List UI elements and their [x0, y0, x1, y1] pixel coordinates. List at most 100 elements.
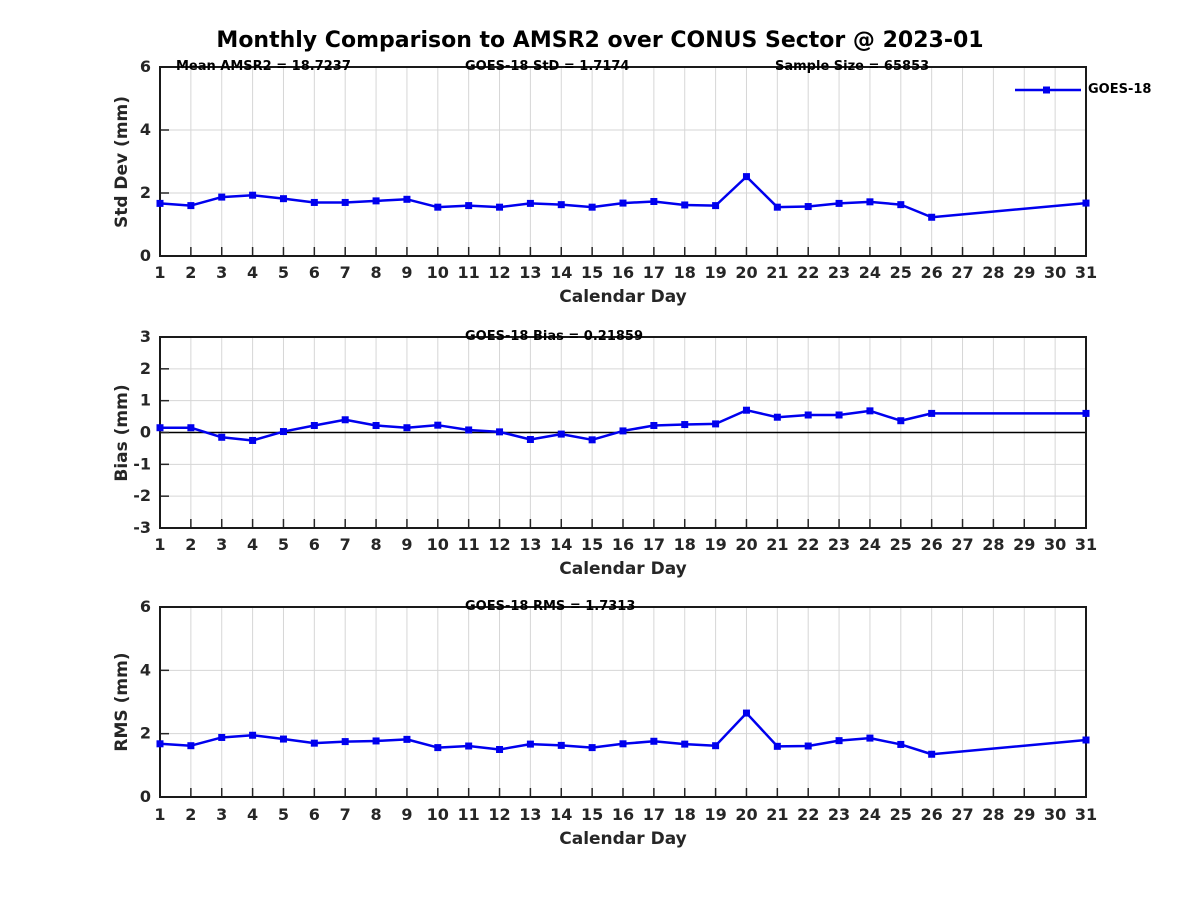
- plot-box: [159, 606, 1087, 798]
- data-point-marker: [218, 733, 226, 741]
- data-point-marker: [897, 201, 905, 209]
- svg-text:13: 13: [519, 805, 541, 824]
- svg-text:10: 10: [427, 535, 449, 554]
- data-point-marker: [897, 417, 905, 425]
- svg-text:0: 0: [140, 787, 151, 806]
- svg-text:28: 28: [982, 535, 1004, 554]
- svg-text:28: 28: [982, 805, 1004, 824]
- svg-text:15: 15: [581, 805, 603, 824]
- annotation-goes18-std: GOES-18 StD = 1.7174: [465, 59, 630, 74]
- data-point-marker: [156, 424, 164, 432]
- svg-text:12: 12: [488, 535, 510, 554]
- gridlines: [159, 66, 1087, 257]
- data-point-marker: [403, 424, 411, 432]
- data-point-marker: [835, 411, 843, 419]
- annotation-goes18-bias: GOES-18 Bias = 0.21859: [465, 329, 644, 344]
- svg-text:19: 19: [704, 535, 726, 554]
- data-point-marker: [526, 740, 534, 748]
- svg-text:18: 18: [674, 535, 696, 554]
- data-point-marker: [403, 735, 411, 743]
- data-point-marker: [341, 198, 349, 206]
- svg-text:1: 1: [140, 391, 151, 410]
- svg-text:21: 21: [766, 535, 788, 554]
- svg-text:12: 12: [488, 263, 510, 282]
- data-point-marker: [465, 742, 473, 750]
- svg-text:18: 18: [674, 263, 696, 282]
- svg-text:1: 1: [154, 805, 165, 824]
- svg-text:6: 6: [309, 263, 320, 282]
- data-point-marker: [187, 742, 195, 750]
- data-point-marker: [712, 202, 720, 210]
- svg-text:22: 22: [797, 535, 819, 554]
- data-point-marker: [681, 740, 689, 748]
- data-point-marker: [249, 436, 257, 444]
- data-point-marker: [866, 198, 874, 206]
- svg-text:8: 8: [370, 805, 381, 824]
- subplot-2: 1 2 3 4 5 6 7 8 9 10 11 12 13 14 15 16 17 18 19 20 21 22 23 24 2…: [133, 327, 1097, 554]
- data-point-marker: [218, 193, 226, 201]
- svg-text:6: 6: [140, 597, 151, 616]
- axis-tick-labels: 1 2 3 4 5 6 7 8 9 10 11 12 13 14 15 16 17 18 19 20 21 22 23 24 2…: [140, 57, 1097, 282]
- svg-text:6: 6: [140, 57, 151, 76]
- svg-text:25: 25: [890, 805, 912, 824]
- data-point-marker: [249, 731, 257, 739]
- svg-text:29: 29: [1013, 535, 1035, 554]
- axis-tick-labels: 1 2 3 4 5 6 7 8 9 10 11 12 13 14 15 16 17 18 19 20 21 22 23 24 2…: [140, 597, 1097, 824]
- svg-text:2: 2: [185, 263, 196, 282]
- svg-text:15: 15: [581, 535, 603, 554]
- svg-text:8: 8: [370, 263, 381, 282]
- ylabel-std-dev: Std Dev (mm): [112, 95, 132, 229]
- legend: GOES-18: [1015, 82, 1151, 97]
- svg-text:22: 22: [797, 805, 819, 824]
- svg-text:3: 3: [216, 263, 227, 282]
- tick-marks: [159, 606, 1087, 798]
- svg-text:17: 17: [643, 535, 665, 554]
- data-point-marker: [279, 735, 287, 743]
- data-point-marker: [557, 741, 565, 749]
- svg-text:24: 24: [859, 805, 881, 824]
- data-point-marker: [156, 199, 164, 207]
- svg-text:9: 9: [401, 805, 412, 824]
- svg-text:20: 20: [735, 263, 757, 282]
- data-point-marker: [588, 203, 596, 211]
- data-point-marker: [650, 198, 658, 206]
- svg-text:17: 17: [643, 805, 665, 824]
- svg-text:26: 26: [921, 805, 943, 824]
- data-point-marker: [187, 424, 195, 432]
- svg-text:22: 22: [797, 263, 819, 282]
- data-point-marker: [1082, 736, 1090, 744]
- svg-text:30: 30: [1044, 535, 1066, 554]
- svg-text:20: 20: [735, 535, 757, 554]
- svg-text:4: 4: [140, 120, 151, 139]
- data-point-marker: [928, 213, 936, 221]
- svg-text:12: 12: [488, 805, 510, 824]
- svg-text:28: 28: [982, 263, 1004, 282]
- tick-marks: [159, 336, 1087, 529]
- data-point-marker: [619, 740, 627, 748]
- data-point-marker: [650, 737, 658, 745]
- data-point-marker: [526, 436, 534, 444]
- svg-text:4: 4: [247, 535, 258, 554]
- svg-text:18: 18: [674, 805, 696, 824]
- svg-text:21: 21: [766, 263, 788, 282]
- data-point-marker: [1082, 409, 1090, 417]
- svg-text:31: 31: [1075, 805, 1097, 824]
- svg-text:25: 25: [890, 263, 912, 282]
- svg-text:-1: -1: [133, 454, 151, 473]
- data-point-marker: [465, 202, 473, 210]
- data-point-marker: [897, 740, 905, 748]
- data-point-marker: [310, 739, 318, 747]
- svg-text:7: 7: [340, 805, 351, 824]
- svg-text:3: 3: [140, 327, 151, 346]
- data-point-marker: [866, 734, 874, 742]
- data-point-marker: [218, 433, 226, 441]
- svg-text:-2: -2: [133, 486, 151, 505]
- svg-text:3: 3: [216, 535, 227, 554]
- data-point-marker: [434, 421, 442, 429]
- svg-text:23: 23: [828, 535, 850, 554]
- svg-text:11: 11: [458, 535, 480, 554]
- svg-text:19: 19: [704, 263, 726, 282]
- data-point-marker: [279, 195, 287, 203]
- data-point-marker: [773, 413, 781, 421]
- data-point-marker: [249, 191, 257, 199]
